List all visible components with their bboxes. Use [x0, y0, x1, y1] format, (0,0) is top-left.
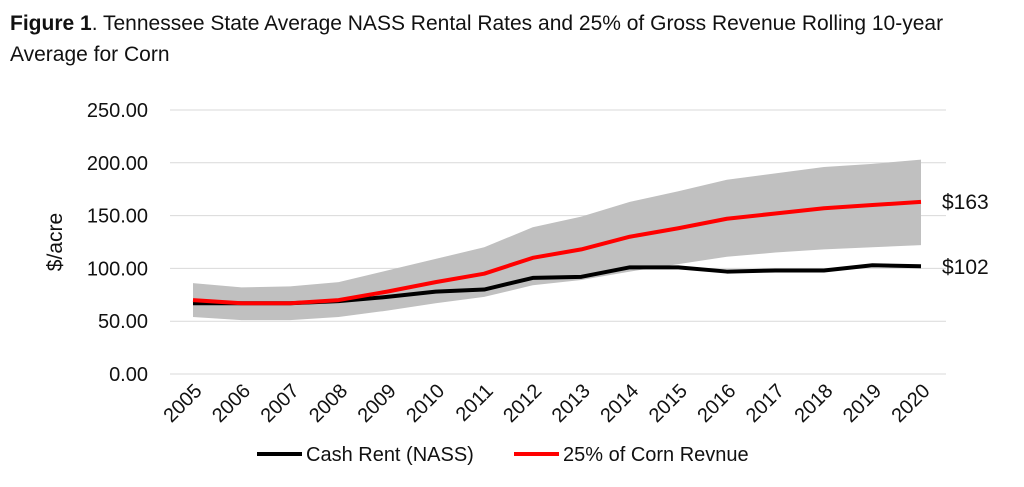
- x-tick-label: 2016: [693, 380, 740, 427]
- x-tick-label: 2017: [742, 380, 789, 427]
- figure-title: Figure 1. Tennessee State Average NASS R…: [10, 8, 1010, 70]
- x-tick-label: 2013: [548, 380, 595, 427]
- x-tick-label: 2010: [402, 380, 449, 427]
- x-tick-label: 2019: [839, 380, 886, 427]
- range-band: [193, 159, 921, 321]
- x-axis-ticks: 2005 2006 2007 2008 2009 2010 2011 2012 2013 2014…: [160, 380, 935, 427]
- x-tick-label: 2014: [596, 380, 643, 427]
- y-tick-label: 250.00: [87, 100, 148, 122]
- legend-label-corn-revenue: 25% of Corn Revnue: [563, 444, 749, 466]
- x-tick-label: 2006: [208, 380, 255, 427]
- y-tick-label: 200.00: [87, 153, 148, 175]
- x-tick-label: 2018: [790, 380, 837, 427]
- legend: Cash Rent (NASS) 25% of Corn Revnue: [257, 444, 749, 466]
- x-tick-label: 2009: [354, 380, 401, 427]
- x-tick-label: 2011: [452, 380, 498, 426]
- figure-number: Figure 1: [10, 12, 92, 35]
- y-axis-label: $/acre: [44, 213, 67, 271]
- range-band-area: [193, 159, 921, 321]
- y-tick-label: 0.00: [109, 364, 148, 386]
- x-tick-label: 2007: [257, 380, 304, 427]
- end-label-cash-rent: $102: [942, 256, 989, 279]
- series-line-corn-revenue: [192, 199, 922, 306]
- x-tick-label: 2005: [160, 380, 207, 427]
- x-tick-label: 2012: [499, 380, 546, 427]
- y-tick-label: 50.00: [98, 311, 148, 333]
- legend-label-cash-rent: Cash Rent (NASS): [306, 444, 474, 466]
- x-tick-label: 2015: [645, 380, 692, 427]
- y-tick-label: 100.00: [87, 258, 148, 280]
- y-axis-ticks: 0.00 50.00 100.00 150.00 200.00 250.00: [87, 100, 148, 386]
- series-lines: [192, 199, 922, 306]
- x-tick-label: 2008: [305, 380, 352, 427]
- end-label-corn-revenue: $163: [942, 191, 989, 214]
- y-tick-label: 150.00: [87, 206, 148, 228]
- figure-caption: . Tennessee State Average NASS Rental Ra…: [10, 12, 944, 66]
- x-tick-label: 2020: [888, 380, 935, 427]
